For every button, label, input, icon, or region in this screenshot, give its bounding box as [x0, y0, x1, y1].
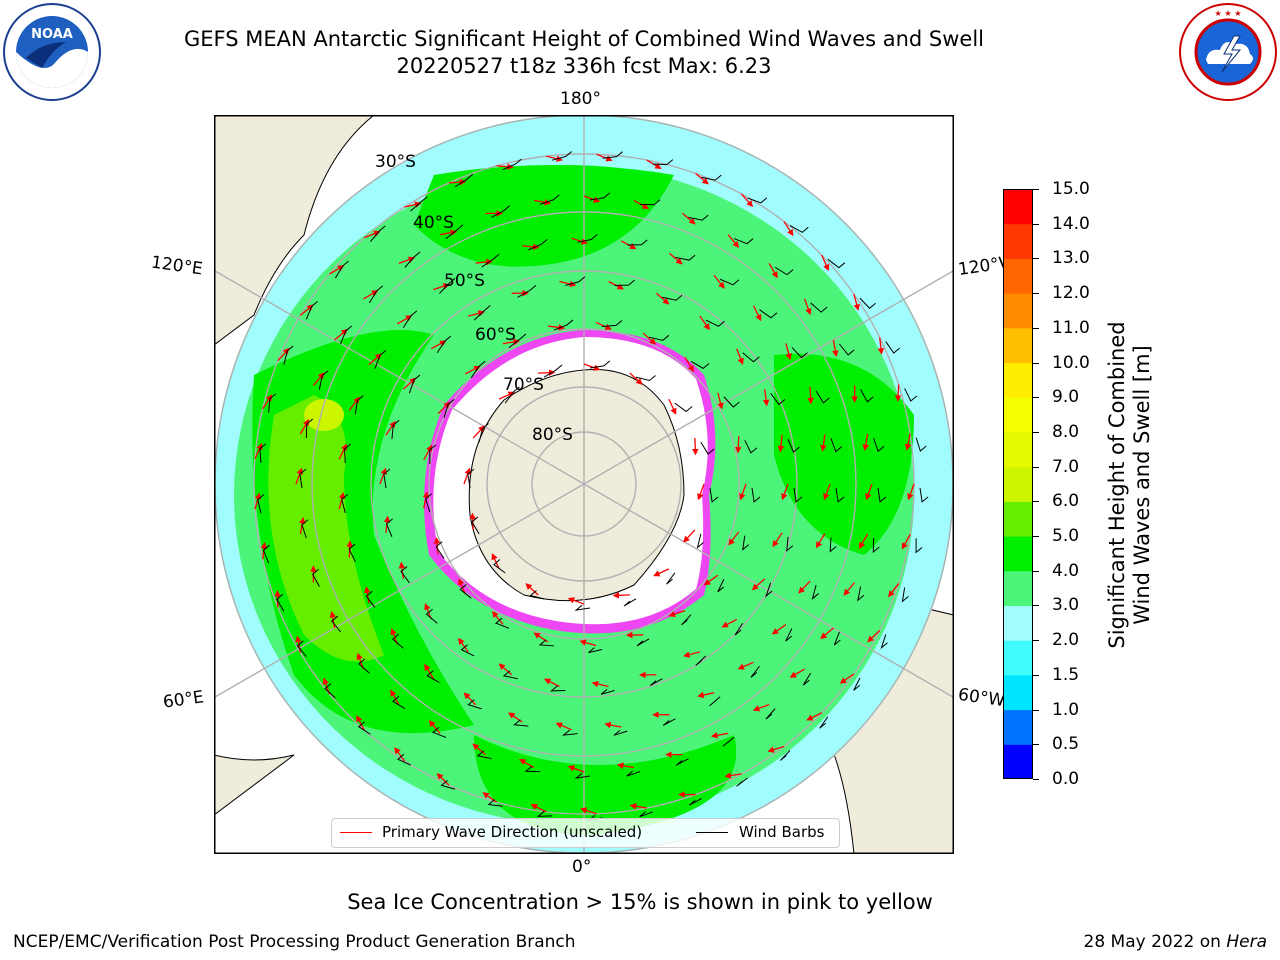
- colorbar-tick-label: 9.0: [1052, 387, 1079, 407]
- lon-label-60e: 60°E: [162, 687, 205, 712]
- colorbar-tick-label: 2.0: [1052, 630, 1079, 650]
- map-legend: Primary Wave Direction (unscaled) Wind B…: [331, 818, 840, 848]
- footer-date-text: 28 May 2022 on: [1084, 932, 1227, 952]
- colorbar-band: [1003, 710, 1033, 745]
- colorbar-tick-mark: [1033, 363, 1039, 364]
- colorbar-band: [1003, 571, 1033, 606]
- colorbar-tick-mark: [1033, 397, 1039, 398]
- lat-label-30s: 30°S: [375, 152, 416, 172]
- wave-direction-arrow: [810, 387, 811, 403]
- svg-text:★ ★ ★: ★ ★ ★: [1214, 9, 1241, 18]
- colorbar-tick-mark: [1033, 258, 1039, 259]
- colorbar-tick-label: 15.0: [1052, 179, 1090, 199]
- lon-label-60w: 60°W: [957, 685, 1006, 711]
- colorbar-label-line1: Significant Height of Combined: [1105, 285, 1130, 685]
- colorbar-tick-label: 11.0: [1052, 318, 1090, 338]
- colorbar-tick-mark: [1033, 189, 1039, 190]
- colorbar-tick-label: 8.0: [1052, 422, 1079, 442]
- colorbar-tick-label: 3.0: [1052, 595, 1079, 615]
- colorbar-tick-mark: [1033, 675, 1039, 676]
- colorbar-tick-label: 0.0: [1052, 769, 1079, 789]
- colorbar-tick-mark: [1033, 710, 1039, 711]
- colorbar-band: [1003, 224, 1033, 259]
- colorbar-label: Significant Height of Combined Wind Wave…: [1105, 285, 1155, 685]
- legend-label-wave: Primary Wave Direction (unscaled): [382, 823, 642, 841]
- footer-host: Hera: [1226, 932, 1267, 952]
- lon-label-0: 0°: [572, 857, 591, 877]
- chart-subtitle: 20220527 t18z 336h fcst Max: 6.23: [0, 54, 1168, 78]
- colorbar-tick-label: 7.0: [1052, 457, 1079, 477]
- colorbar-band: [1003, 467, 1033, 502]
- colorbar-band: [1003, 258, 1033, 293]
- legend-swatch-wave: [340, 832, 372, 833]
- colorbar-tick-mark: [1033, 779, 1039, 780]
- colorbar-tick-label: 12.0: [1052, 283, 1090, 303]
- lon-label-180: 180°: [560, 89, 601, 109]
- wave-direction-arrow: [614, 595, 630, 596]
- colorbar-band: [1003, 397, 1033, 432]
- nws-logo: ★ ★ ★: [1178, 2, 1278, 102]
- colorbar-band: [1003, 536, 1033, 571]
- wave-direction-arrow: [695, 438, 696, 454]
- colorbar-band: [1003, 363, 1033, 398]
- colorbar-tick-label: 14.0: [1052, 214, 1090, 234]
- colorbar-band: [1003, 189, 1033, 224]
- colorbar-tick-mark: [1033, 467, 1039, 468]
- lat-label-70s: 70°S: [503, 375, 544, 395]
- colorbar-tick-mark: [1033, 605, 1039, 606]
- lat-label-50s: 50°S: [444, 271, 485, 291]
- colorbar-tick-mark: [1033, 536, 1039, 537]
- lat-label-60s: 60°S: [475, 325, 516, 345]
- colorbar-tick-mark: [1033, 432, 1039, 433]
- polar-map: [214, 115, 954, 854]
- footer-credit: NCEP/EMC/Verification Post Processing Pr…: [13, 932, 576, 952]
- colorbar-tick-mark: [1033, 501, 1039, 502]
- colorbar-tick-mark: [1033, 328, 1039, 329]
- colorbar-tick-label: 13.0: [1052, 248, 1090, 268]
- colorbar-tick-mark: [1033, 571, 1039, 572]
- lat-label-40s: 40°S: [413, 213, 454, 233]
- colorbar-band: [1003, 675, 1033, 710]
- colorbar-tick-label: 0.5: [1052, 734, 1079, 754]
- colorbar-band: [1003, 640, 1033, 675]
- lon-label-120e: 120°E: [150, 252, 204, 279]
- noaa-logo-text: NOAA: [31, 27, 73, 42]
- colorbar-band: [1003, 501, 1033, 536]
- chart-title: GEFS MEAN Antarctic Significant Height o…: [0, 27, 1168, 51]
- colorbar-band: [1003, 293, 1033, 328]
- noaa-logo: NOAA: [2, 2, 102, 102]
- colorbar-band: [1003, 605, 1033, 640]
- colorbar-tick-label: 1.5: [1052, 665, 1079, 685]
- footer-date: 28 May 2022 on Hera: [1084, 932, 1268, 952]
- colorbar-tick-label: 4.0: [1052, 561, 1079, 581]
- colorbar-tick-label: 5.0: [1052, 526, 1079, 546]
- colorbar-label-line2: Wind Waves and Swell [m]: [1130, 285, 1155, 685]
- lat-label-80s: 80°S: [532, 425, 573, 445]
- colorbar-tick-mark: [1033, 293, 1039, 294]
- colorbar-tick-mark: [1033, 744, 1039, 745]
- wave-direction-arrow: [738, 436, 739, 452]
- colorbar-tick-label: 10.0: [1052, 353, 1090, 373]
- colorbar-tick-mark: [1033, 640, 1039, 641]
- sea-ice-note: Sea Ice Concentration > 15% is shown in …: [0, 890, 1280, 914]
- colorbar: [1003, 189, 1033, 779]
- wave-direction-arrow: [898, 384, 899, 400]
- colorbar-band: [1003, 744, 1033, 779]
- colorbar-tick-label: 6.0: [1052, 491, 1079, 511]
- colorbar-tick-label: 1.0: [1052, 700, 1079, 720]
- colorbar-tick-mark: [1033, 224, 1039, 225]
- legend-label-wind: Wind Barbs: [739, 823, 824, 841]
- legend-swatch-wind: [696, 832, 728, 833]
- colorbar-band: [1003, 432, 1033, 467]
- colorbar-band: [1003, 328, 1033, 363]
